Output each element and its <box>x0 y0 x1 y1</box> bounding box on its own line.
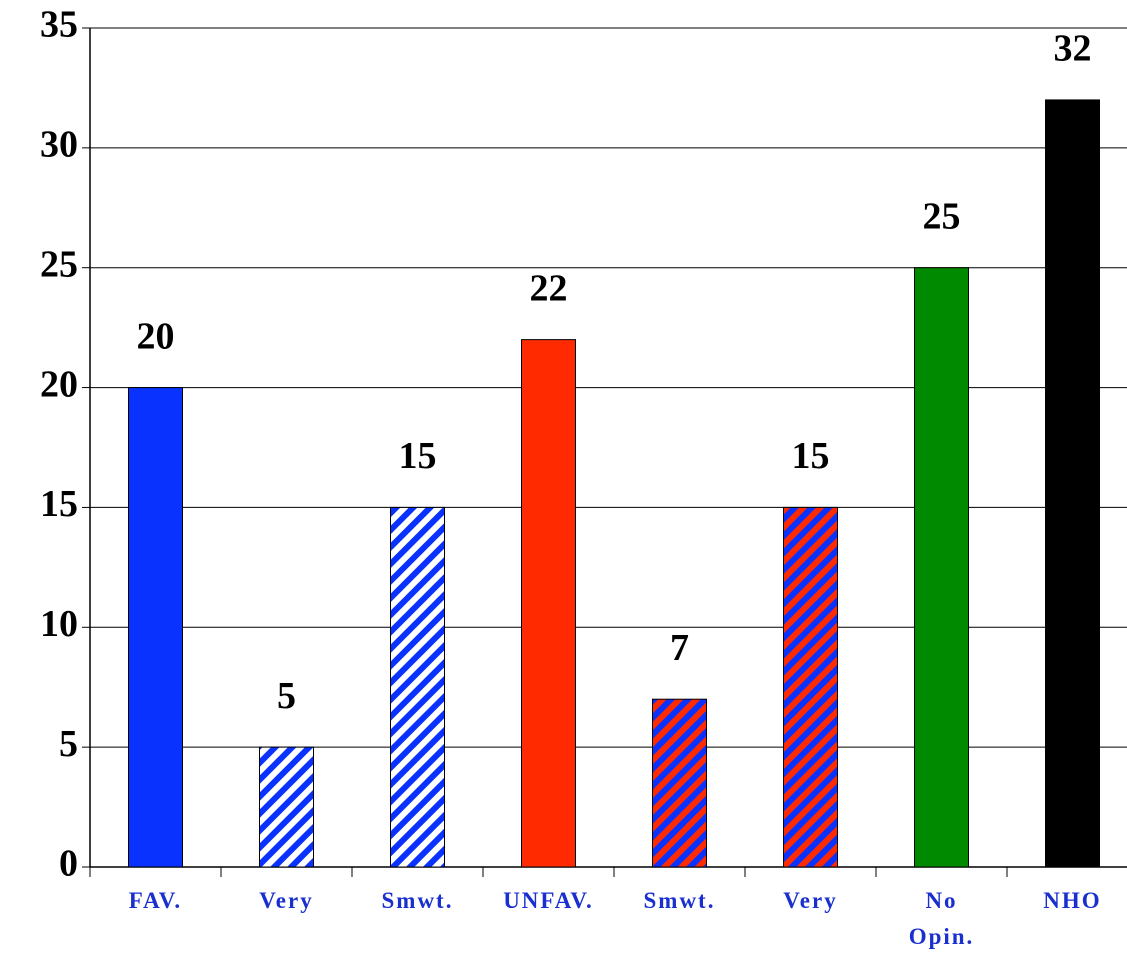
x-tick-label: Very <box>259 888 314 913</box>
y-tick-label: 25 <box>40 243 78 285</box>
value-label: 15 <box>399 435 437 477</box>
bar <box>652 698 707 868</box>
bar <box>259 746 314 868</box>
x-tick-label: Very <box>783 888 838 913</box>
x-tick-label: No Opin. <box>908 888 975 949</box>
y-tick-label: 10 <box>40 603 78 645</box>
value-label: 5 <box>277 675 296 717</box>
y-tick-label: 5 <box>59 723 78 765</box>
value-label: 15 <box>792 435 830 477</box>
x-tick-label: UNFAV. <box>503 888 594 913</box>
bar <box>128 387 183 868</box>
y-tick-label: 35 <box>40 4 78 46</box>
bar <box>521 339 576 868</box>
x-tick-label: FAV. <box>128 888 183 913</box>
y-tick-label: 30 <box>40 124 78 166</box>
bar <box>783 506 838 868</box>
value-label: 32 <box>1054 28 1092 70</box>
x-tick-label: NHO <box>1043 888 1102 913</box>
value-label: 25 <box>923 195 961 237</box>
bar <box>390 506 445 868</box>
bar <box>1045 99 1100 868</box>
value-label: 22 <box>530 267 568 309</box>
x-tick-label: Smwt. <box>381 888 454 913</box>
y-tick-label: 0 <box>59 843 78 885</box>
y-tick-label: 20 <box>40 363 78 405</box>
x-tick-label: Smwt. <box>643 888 716 913</box>
y-tick-label: 15 <box>40 483 78 525</box>
value-label: 7 <box>670 627 689 669</box>
bar <box>914 267 969 868</box>
value-label: 20 <box>137 315 175 357</box>
